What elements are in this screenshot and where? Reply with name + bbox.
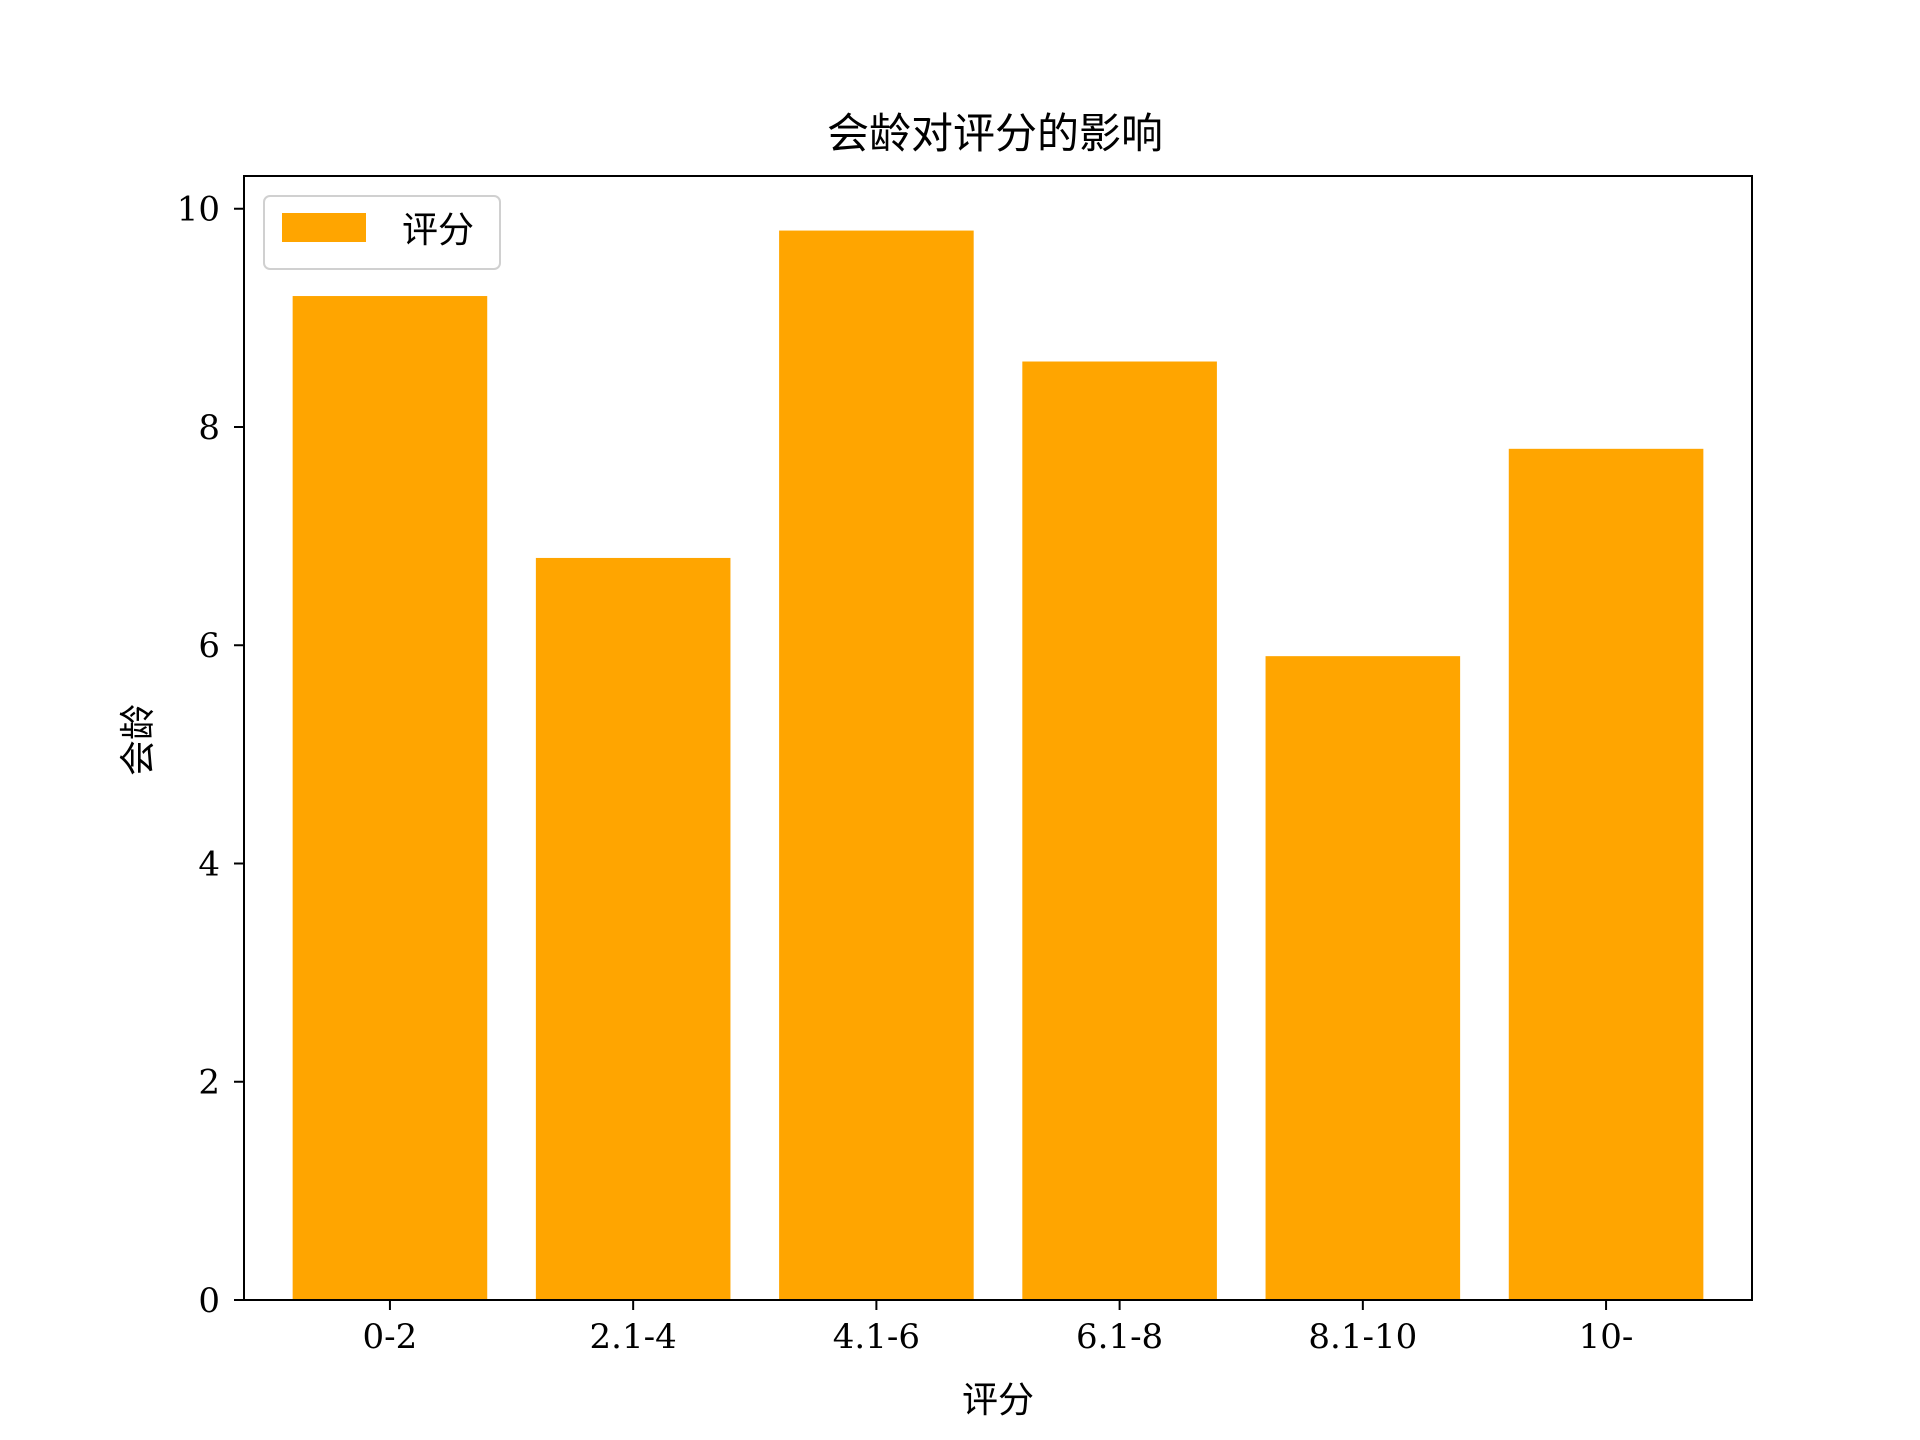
y-tick-label-0: 0: [198, 1281, 220, 1321]
bar-4.1-6: [779, 230, 974, 1300]
chart-title: 会龄对评分的影响: [827, 109, 1163, 158]
legend: 评分: [263, 195, 501, 270]
plot-area: 0-2 2.1-4 4.1-6 6.1-8 8.1-10 10- 0 2 4 6 8 10: [177, 175, 1753, 1357]
x-axis-label: 评分: [962, 1380, 1034, 1421]
y-tick-label-4: 4: [198, 844, 220, 884]
bar-10-: [1508, 448, 1704, 1300]
bar-6.1-8: [1022, 361, 1217, 1301]
legend-label: 评分: [402, 210, 474, 251]
x-tick-label-8.1-10: 8.1-10: [1308, 1317, 1417, 1357]
legend-swatch: [282, 213, 366, 242]
x-axis-ticks: 0-2 2.1-4 4.1-6 6.1-8 8.1-10 10-: [363, 1300, 1634, 1357]
y-axis-label: 会龄: [118, 704, 159, 776]
x-tick-label-0-2: 0-2: [363, 1317, 418, 1357]
y-tick-label-8: 8: [198, 408, 220, 448]
axes-frame: [243, 175, 1753, 1301]
bars-layer: [292, 230, 1704, 1301]
x-tick-label-2.1-4: 2.1-4: [590, 1317, 677, 1357]
bar-0-2: [292, 296, 488, 1301]
bar-2.1-4: [535, 557, 731, 1300]
x-tick-label-4.1-6: 4.1-6: [833, 1317, 920, 1357]
x-tick-label-10-: 10-: [1579, 1317, 1634, 1357]
y-tick-label-6: 6: [198, 626, 220, 666]
y-tick-label-10: 10: [177, 190, 220, 230]
x-tick-label-6.1-8: 6.1-8: [1076, 1317, 1163, 1357]
y-axis-ticks: 0 2 4 6 8 10: [177, 190, 244, 1321]
y-tick-label-2: 2: [198, 1063, 220, 1103]
bar-8.1-10: [1265, 656, 1461, 1300]
